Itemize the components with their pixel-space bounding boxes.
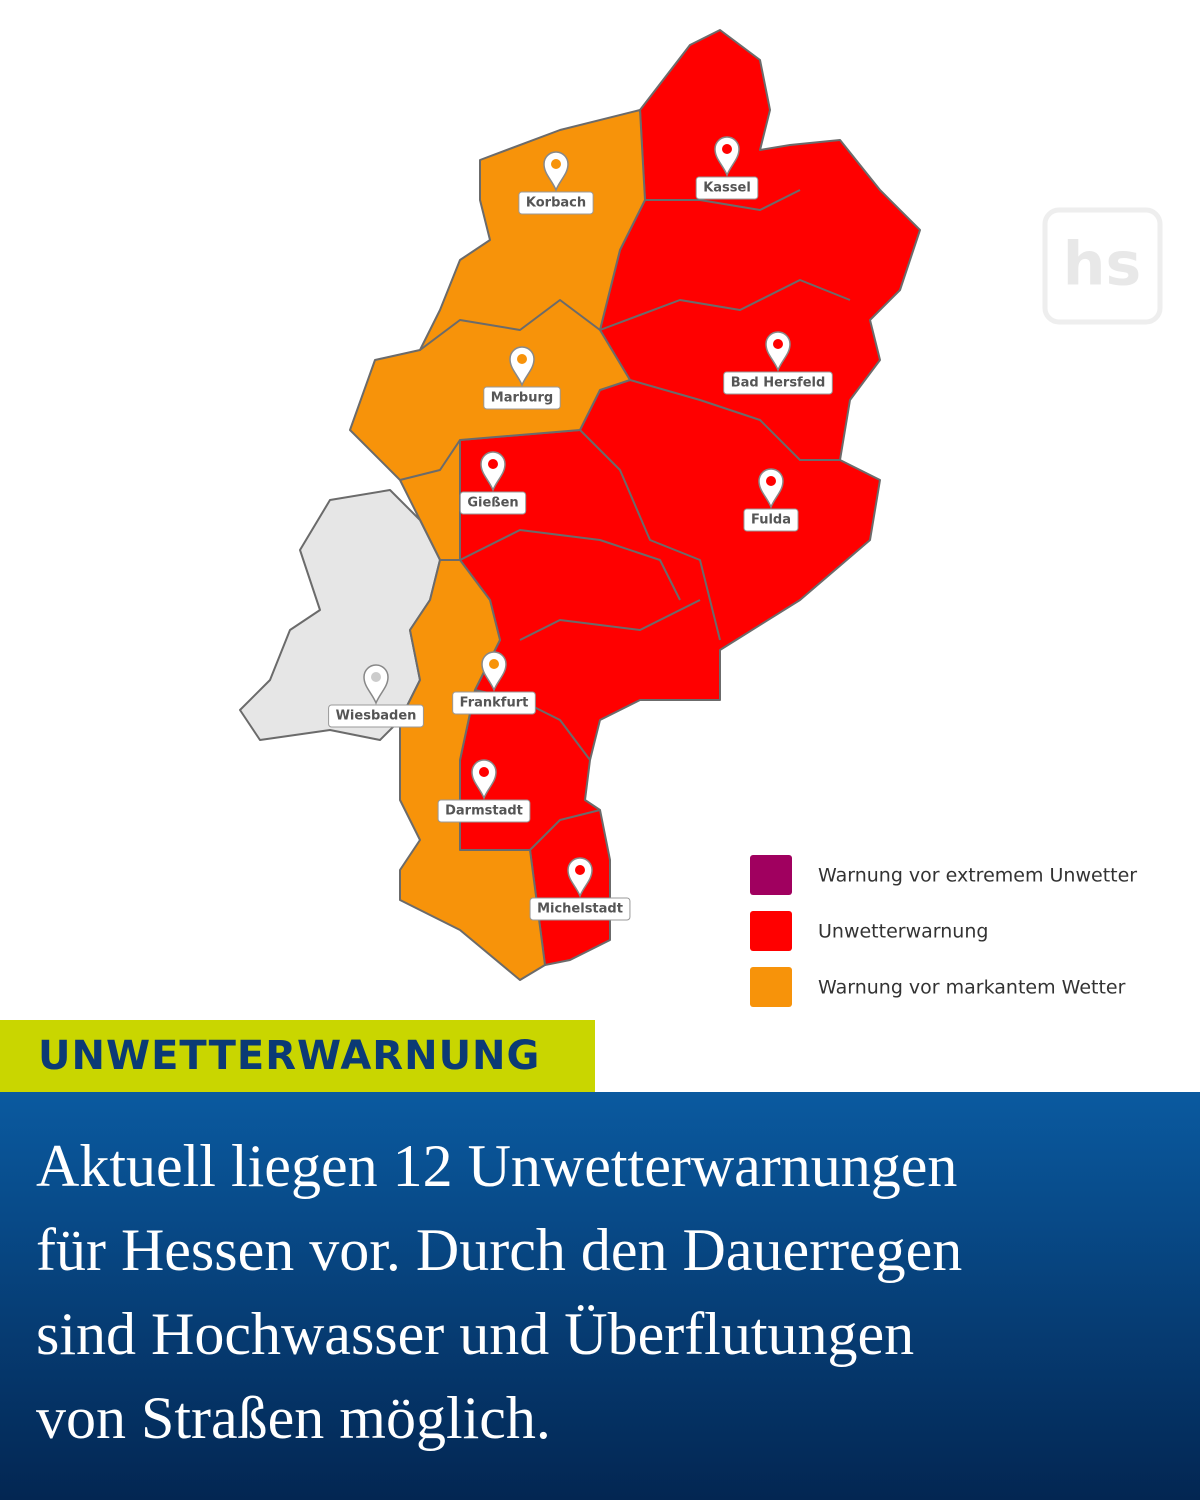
city-label: Michelstadt <box>537 902 623 917</box>
city-marker: Bad Hersfeld <box>723 331 833 395</box>
region-orange-south <box>399 559 546 981</box>
city-label-box <box>483 386 561 410</box>
legend-label: Warnung vor markantem Wetter <box>818 977 1126 999</box>
city-label-box <box>723 371 833 395</box>
city-label: Bad Hersfeld <box>731 376 826 391</box>
body-text-line: Aktuell liegen 12 Unwetterwarnungen <box>36 1133 958 1199</box>
legend-swatch <box>750 967 792 1007</box>
body-text-line: sind Hochwasser und Überflutungen <box>36 1301 915 1367</box>
city-label: Frankfurt <box>460 696 529 711</box>
city-marker: Darmstadt <box>437 759 531 823</box>
pin <box>567 857 593 899</box>
pin-dot <box>766 476 776 486</box>
map: hs Korbach Kassel Marburg Bad Hersfeld Gieße… <box>239 29 1163 1007</box>
city-label: Kassel <box>703 181 751 196</box>
city-label-box <box>437 799 531 823</box>
logo-text: hs <box>1063 230 1141 300</box>
pin <box>543 151 569 193</box>
pin-dot <box>371 672 381 682</box>
pin-dot <box>517 354 527 364</box>
pin-dot <box>773 339 783 349</box>
city-label-box <box>452 691 536 715</box>
pin <box>714 136 740 178</box>
body-text-line: von Straßen möglich. <box>36 1385 551 1451</box>
city-label-box <box>328 704 424 728</box>
pin <box>765 331 791 373</box>
city-marker: Kassel <box>695 136 759 200</box>
district-borders <box>399 189 851 851</box>
city-marker: Michelstadt <box>529 857 631 921</box>
pin-dot <box>488 459 498 469</box>
city-marker: Marburg <box>483 346 561 410</box>
pin <box>509 346 535 388</box>
city-label-box <box>695 176 759 200</box>
pin <box>363 664 389 706</box>
city-label: Marburg <box>491 391 553 406</box>
logo-frame <box>1042 207 1163 325</box>
city-label-box <box>518 191 594 215</box>
pin-dot <box>575 865 585 875</box>
legend-label: Warnung vor extremem Unwetter <box>818 865 1137 887</box>
city-label: Fulda <box>751 513 791 528</box>
banner-panel: Aktuell liegen 12 Unwetterwarnungen für H… <box>0 1092 1200 1500</box>
logo: hs <box>1042 207 1163 325</box>
city-label: Darmstadt <box>445 804 523 819</box>
city-marker: Korbach <box>518 151 594 215</box>
pin-dot <box>722 144 732 154</box>
legend-swatch <box>750 911 792 951</box>
pin <box>758 468 784 510</box>
pin-dot <box>551 159 561 169</box>
pin <box>471 759 497 801</box>
city-marker: Gießen <box>459 451 527 515</box>
legend-label: Unwetterwarnung <box>818 921 988 943</box>
city-label: Gießen <box>467 496 518 511</box>
city-label-box <box>529 897 631 921</box>
pin-dot <box>479 767 489 777</box>
city-marker: Wiesbaden <box>328 664 424 728</box>
legend-swatch <box>750 855 792 895</box>
city-marker: Fulda <box>743 468 799 532</box>
city-label: Korbach <box>526 196 586 211</box>
pin <box>481 651 507 693</box>
city-label: Wiesbaden <box>336 709 417 724</box>
city-marker: Frankfurt <box>452 651 536 715</box>
banner-tag: UNWETTERWARNUNG <box>0 1020 595 1092</box>
body-text-line: für Hessen vor. Durch den Dauerregen <box>36 1217 963 1283</box>
pin <box>480 451 506 493</box>
city-label-box <box>743 508 799 532</box>
pin-dot <box>489 659 499 669</box>
city-label-box <box>459 491 527 515</box>
